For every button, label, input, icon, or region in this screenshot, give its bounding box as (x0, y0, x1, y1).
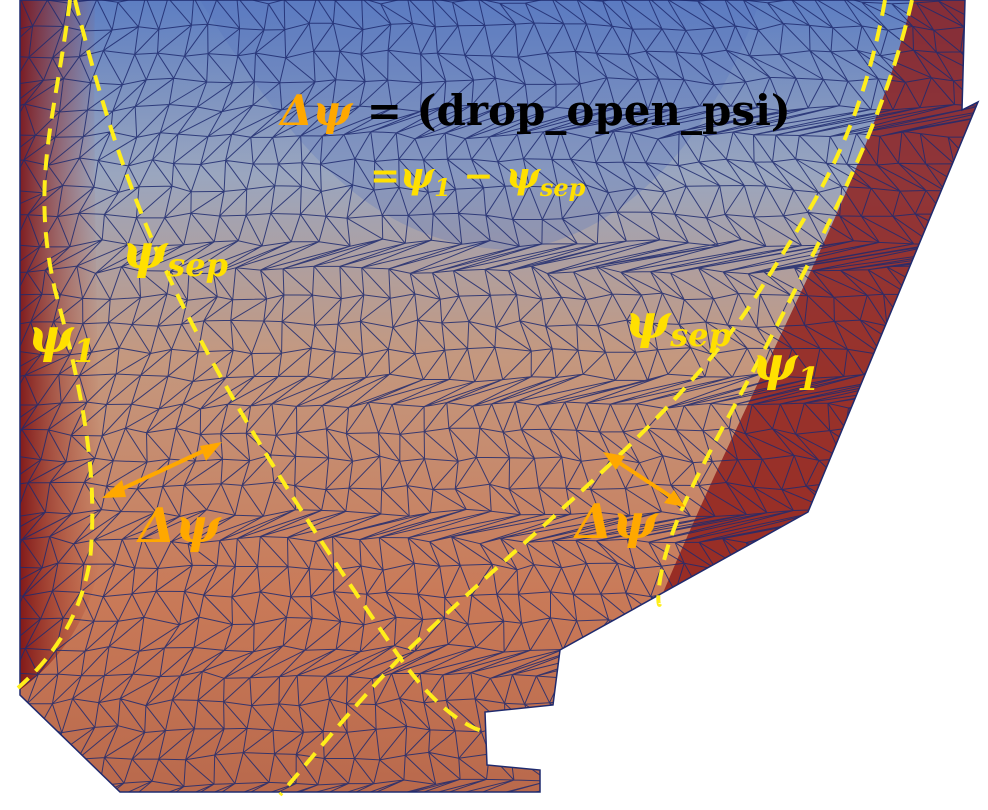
right-wall-high-flux-band (660, 0, 978, 600)
psi1-right-label: ψ1 (752, 336, 819, 398)
delta-psi-arrow-right (610, 456, 678, 502)
delta-psi-arrows (102, 442, 685, 507)
psi1-right-sub: 1 (797, 360, 819, 398)
arrow-head-right-a (603, 452, 625, 470)
subtitle-psisep: ψ (506, 155, 541, 197)
title-param: (drop_open_psi) (417, 86, 791, 135)
title-delta-psi: Δψ (278, 86, 354, 135)
psi-sep-left-sub: sep (166, 246, 228, 284)
subtitle-psi1: ψ (400, 155, 435, 197)
psi-sep-left-curve (73, 0, 486, 734)
delta-psi-right-label: Δψ (573, 494, 659, 550)
subtitle-line: =ψ1 − ψsep (370, 155, 586, 202)
arrow-head-right-b (664, 490, 685, 507)
title-equals: = (352, 86, 416, 135)
flux-surface-curves (16, 0, 914, 797)
psi1-left-curve (16, 0, 95, 690)
psi-sep-right-sub: sep (669, 316, 731, 354)
title-line: Δψ = (drop_open_psi) (278, 86, 791, 135)
subtitle-minus: − (451, 155, 506, 197)
delta-psi-left-label: Δψ (136, 498, 222, 554)
subtitle-equals: = (370, 155, 400, 197)
psi1-left-sub: 1 (73, 332, 95, 370)
subtitle-psisep-sub: sep (539, 173, 586, 202)
left-wall-high-flux-band (20, 0, 100, 690)
delta-psi-arrow-left (112, 445, 213, 495)
psi-sep-right-label: ψsep (625, 294, 731, 354)
psi1-left-label: ψ1 (28, 308, 95, 370)
psi-sep-right-curve (278, 0, 887, 797)
arrow-head-left-a (102, 480, 126, 498)
labels: Δψ = (drop_open_psi) =ψ1 − ψsep ψsep ψ1 … (28, 86, 819, 554)
psi-sep-left-label: ψsep (122, 224, 228, 284)
psi1-right-curve (656, 0, 914, 607)
arrow-head-left-b (200, 442, 222, 461)
blue-core-region (200, 0, 760, 250)
domain-outline (19, 0, 980, 793)
subtitle-psi1-sub: 1 (434, 173, 451, 202)
